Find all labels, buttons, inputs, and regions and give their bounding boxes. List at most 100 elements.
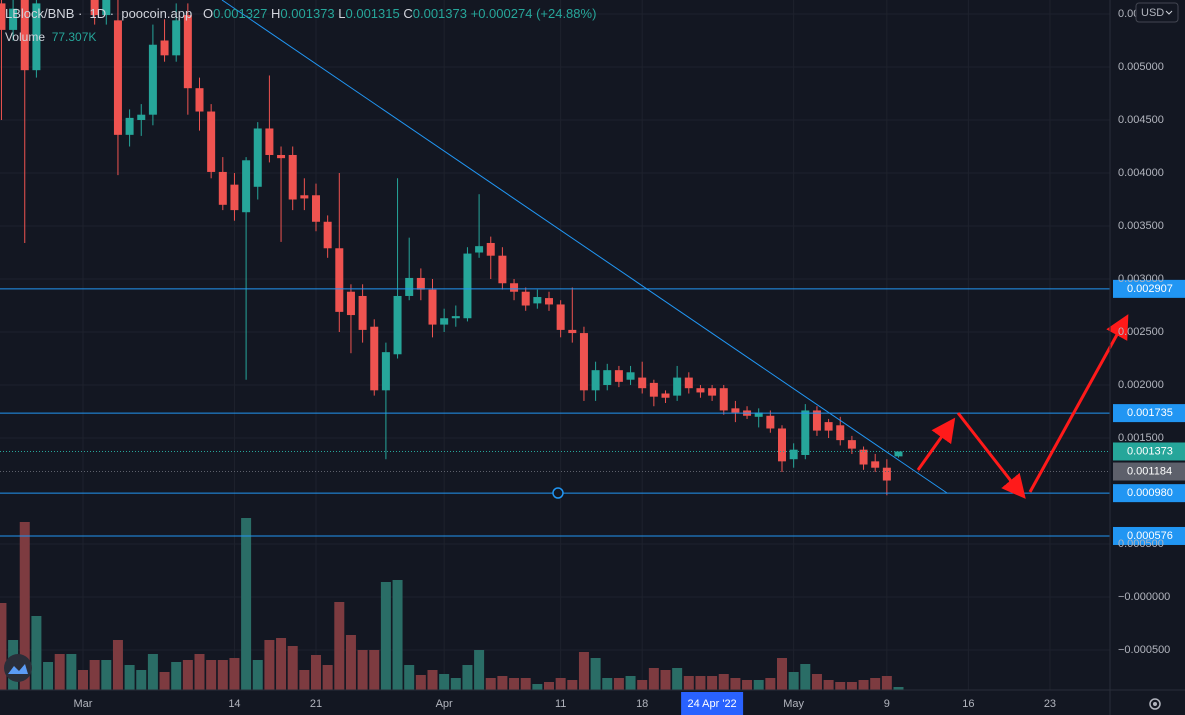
- volume-bar: [31, 616, 42, 690]
- volume-bar: [392, 580, 403, 690]
- line-handle[interactable]: [552, 487, 564, 499]
- candle-body: [230, 184, 239, 211]
- candle-body: [614, 370, 623, 382]
- candle-body: [335, 248, 344, 312]
- symbol: LBlock/BNB: [5, 6, 75, 21]
- volume-bar: [637, 680, 648, 690]
- candle-body: [148, 44, 157, 115]
- volume-bar: [567, 680, 578, 690]
- volume-bar: [811, 674, 822, 690]
- volume-bar: [893, 687, 904, 690]
- volume-bar: [497, 676, 508, 690]
- y-tick-label: 0.004500: [1118, 114, 1164, 126]
- y-tick-label: 0.005000: [1118, 61, 1164, 73]
- candle-body: [591, 370, 600, 391]
- volume-bar: [369, 650, 380, 690]
- x-tick-label: Mar: [74, 698, 93, 710]
- candle-body: [626, 372, 635, 380]
- volume-bar: [485, 678, 496, 690]
- candle-body: [90, 0, 99, 16]
- candle-body: [323, 221, 332, 249]
- candle-body: [160, 40, 169, 56]
- candle-body: [370, 326, 379, 391]
- y-tick-label: 0.001500: [1118, 432, 1164, 444]
- candle-body: [859, 449, 868, 465]
- candle-body: [498, 255, 507, 284]
- y-tick-label: 0.002500: [1118, 326, 1164, 338]
- volume-bar: [276, 638, 287, 690]
- volume-bar: [707, 676, 718, 690]
- change-pct: (+24.88%): [536, 6, 597, 21]
- volume-bar: [287, 646, 298, 690]
- candle-body: [428, 289, 437, 325]
- candle-body: [32, 3, 41, 71]
- y-tick-label: 0.002000: [1118, 379, 1164, 391]
- volume-bar: [846, 682, 857, 690]
- currency-box[interactable]: [1135, 2, 1179, 23]
- candle-body: [463, 253, 472, 319]
- volume-bar: [590, 658, 601, 690]
- volume-bar: [136, 670, 147, 690]
- gear[interactable]: [1149, 698, 1161, 710]
- candle-body: [405, 277, 414, 296]
- volume-bar: [241, 518, 252, 690]
- chevron: [1165, 10, 1173, 15]
- source: poocoin.app: [121, 6, 193, 21]
- volume-bar: [217, 660, 228, 690]
- volume-bar: [415, 675, 426, 690]
- candle-body: [253, 128, 262, 187]
- y-tick-label: 0.003000: [1118, 273, 1164, 285]
- volume-bar: [520, 678, 531, 690]
- volume-bar: [753, 680, 764, 690]
- candle-body: [207, 111, 216, 172]
- candle-body: [731, 408, 740, 413]
- candle-body: [113, 20, 122, 135]
- candle-body: [451, 316, 460, 319]
- candle-body: [579, 333, 588, 391]
- volume-bar: [206, 660, 217, 690]
- volume-bar: [19, 522, 30, 690]
- currency-button[interactable]: USD: [1135, 2, 1179, 23]
- ohlc-label: H: [271, 6, 281, 21]
- candle-body: [277, 154, 286, 159]
- y-tick-label: 0.004000: [1118, 167, 1164, 179]
- volume-label: Volume: [5, 30, 46, 44]
- candle-body: [288, 154, 297, 200]
- settings[interactable]: [1149, 698, 1161, 710]
- candle-body: [836, 425, 845, 441]
- trend-line[interactable]: [221, 0, 948, 494]
- volume-bar: [462, 665, 473, 690]
- candle-body: [545, 298, 553, 305]
- candle-body: [824, 422, 833, 431]
- volume-bar: [683, 676, 694, 690]
- candle-body: [381, 352, 390, 391]
- logo-circle[interactable]: [4, 654, 32, 682]
- candle-body: [0, 3, 6, 30]
- candle-body: [475, 246, 484, 253]
- candle-body: [778, 428, 786, 462]
- arrow: [916, 417, 956, 471]
- candle-body: [638, 377, 647, 389]
- volume-bar: [532, 684, 543, 690]
- x-tick-label: Apr: [436, 698, 453, 710]
- candle-body: [300, 195, 309, 199]
- x-tick-label: 23: [1044, 698, 1056, 710]
- candle-body: [183, 15, 192, 89]
- logo-mark: [8, 664, 28, 674]
- price-label: 0.000980: [1127, 487, 1173, 499]
- volume-bar: [765, 678, 776, 690]
- crosshair-label-box: [681, 692, 744, 715]
- ohlc-label: O: [203, 6, 214, 21]
- candle-body: [556, 304, 565, 330]
- candle-body: [882, 467, 891, 481]
- logo[interactable]: [4, 654, 32, 682]
- volume-bar: [264, 640, 275, 690]
- candle-body: [9, 8, 18, 30]
- crosshair-label: 24 Apr '22: [687, 698, 736, 710]
- y-tick-label: 0.003500: [1118, 220, 1164, 232]
- open-value: 0.001327: [213, 6, 268, 21]
- volume-bar: [823, 680, 834, 690]
- currency[interactable]: USD: [1141, 7, 1164, 19]
- volume-bar: [858, 680, 869, 690]
